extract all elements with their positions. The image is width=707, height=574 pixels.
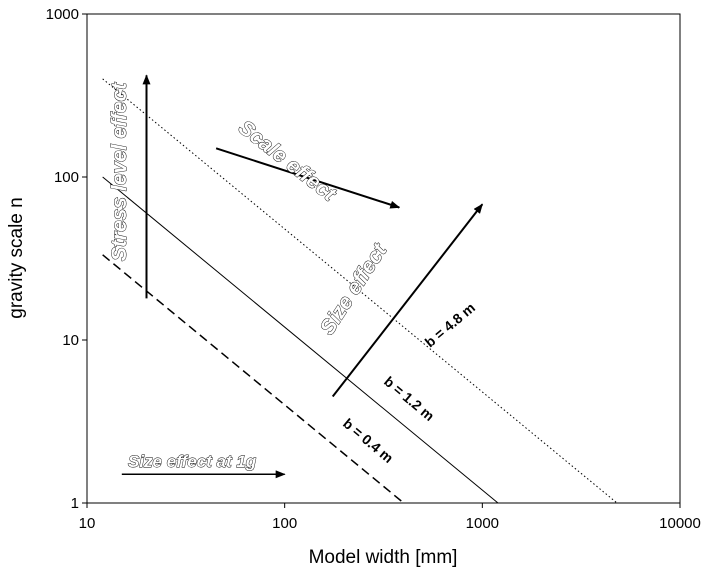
y-axis: 1 10 100 1000	[46, 6, 87, 512]
y-tick-label: 10	[62, 332, 79, 349]
x-tick-label: 10000	[659, 515, 701, 532]
x-axis: 10 100 1000 10000	[79, 503, 701, 532]
y-tick-label: 100	[54, 169, 79, 186]
x-tick-label: 100	[272, 515, 297, 532]
y-axis-title: gravity scale n	[6, 197, 27, 318]
annotation-stress-level: Stress level effect	[108, 82, 131, 261]
x-tick-label: 10	[79, 515, 96, 532]
x-axis-title: Model width [mm]	[309, 547, 458, 568]
y-tick-label: 1	[71, 495, 79, 512]
annotation-size-1g: Size effect at 1g	[128, 452, 257, 471]
y-tick-label: 1000	[46, 6, 79, 23]
x-tick-label: 1000	[466, 515, 499, 532]
